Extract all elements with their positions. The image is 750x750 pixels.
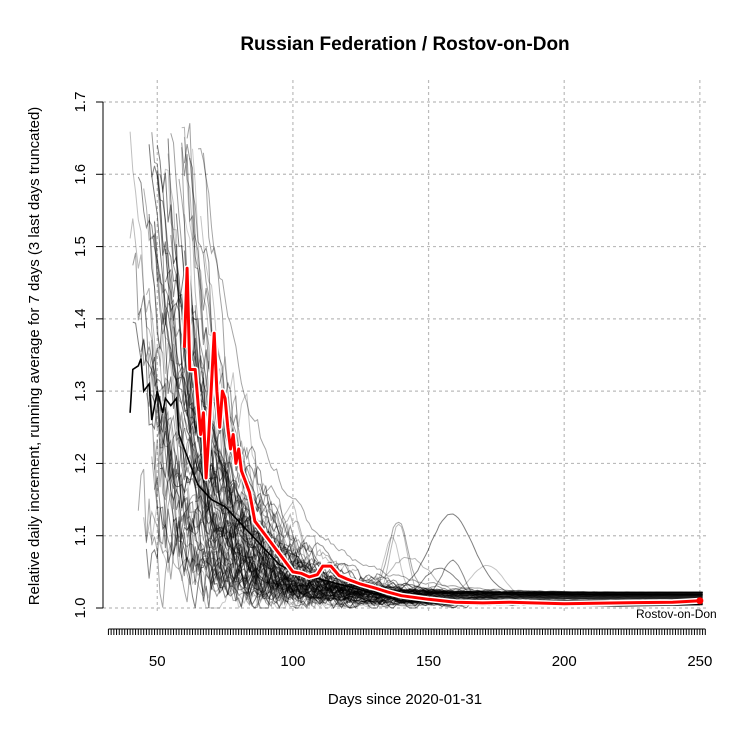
regional-line (154, 477, 703, 603)
y-tick-label: 1.3 (72, 381, 89, 402)
regional-line (173, 326, 703, 599)
y-tick-label: 1.6 (72, 164, 89, 185)
regional-line (181, 147, 703, 601)
y-tick-label: 1.7 (72, 92, 89, 113)
y-tick-label: 1.0 (72, 598, 89, 619)
y-tick-label: 1.2 (72, 453, 89, 474)
main-series (129, 265, 704, 607)
y-tick-label: 1.5 (72, 236, 89, 257)
regional-line (154, 221, 703, 594)
x-tick-label: 250 (687, 653, 712, 670)
regional-line (170, 235, 703, 604)
x-tick-label: 150 (416, 653, 441, 670)
x-tick-label: 100 (280, 653, 305, 670)
grid (103, 80, 708, 612)
regional-line (143, 188, 703, 595)
regional-line (178, 178, 703, 608)
regional-line (164, 248, 703, 599)
x-tick-label: 200 (552, 653, 577, 670)
x-axis-label: Days since 2020-01-31 (328, 691, 482, 708)
regional-line (173, 343, 703, 598)
x-tick-label: 50 (149, 653, 166, 670)
y-tick-label: 1.4 (72, 308, 89, 329)
series-end-label: Rostov-on-Don (636, 607, 717, 621)
regional-line (189, 158, 703, 603)
regional-line (183, 144, 703, 593)
chart-title: Russian Federation / Rostov-on-Don (240, 34, 569, 55)
y-axis-label: Relative daily increment, running averag… (26, 107, 43, 606)
series-line-rostov-on-don (182, 266, 700, 606)
y-tick-label: 1.1 (72, 525, 89, 546)
regional-line (197, 148, 703, 593)
regional-line (156, 174, 703, 603)
axes: 1.0 1.1 1.2 1.3 1.4 1.5 1.6 1.7 50 100 150 200 250 (72, 92, 712, 670)
regional-line (148, 213, 703, 600)
regional-line (181, 126, 703, 609)
regional-line (145, 287, 703, 594)
series-end-point (696, 597, 704, 605)
regional-line (200, 489, 703, 601)
